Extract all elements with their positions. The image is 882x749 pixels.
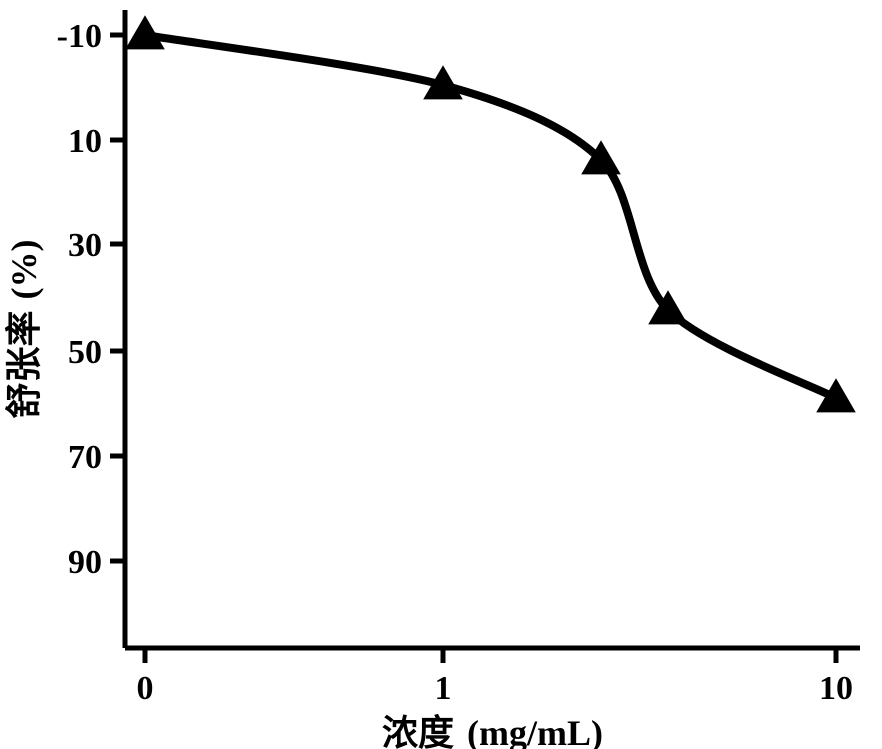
x-tick-label: 10 [819, 670, 853, 707]
chart-svg: 0 1 10 -10 10 30 50 70 90 浓度 (mg/mL) 舒张率 (%) [0, 0, 882, 749]
y-tick-label: 90 [68, 544, 102, 581]
y-axis-title-cn: 舒张率 [4, 310, 44, 418]
plot-frame [125, 10, 860, 648]
y-tick-label: 10 [68, 123, 102, 160]
x-axis-title: 浓度 (mg/mL) [382, 713, 603, 749]
y-tick-label: 50 [68, 334, 102, 371]
y-tick-label: 30 [68, 227, 102, 264]
x-tick-label: 0 [137, 670, 154, 707]
series-markers [125, 15, 856, 412]
y-axis-title-unit: (%) [4, 240, 44, 300]
y-axis-title: 舒张率 (%) [4, 240, 44, 419]
x-axis-title-unit: (mg/mL) [467, 713, 603, 749]
y-tick-label: 70 [68, 439, 102, 476]
series-line [145, 35, 836, 398]
y-tick-label: -10 [57, 18, 102, 55]
x-tick-label: 1 [435, 670, 452, 707]
x-tick-labels: 0 1 10 [137, 670, 854, 707]
x-axis-title-cn: 浓度 [382, 713, 454, 749]
triangle-marker-icon [125, 15, 165, 49]
relaxation-chart: 0 1 10 -10 10 30 50 70 90 浓度 (mg/mL) 舒张率 (%) [0, 0, 882, 749]
y-tick-labels: -10 10 30 50 70 90 [57, 18, 102, 581]
